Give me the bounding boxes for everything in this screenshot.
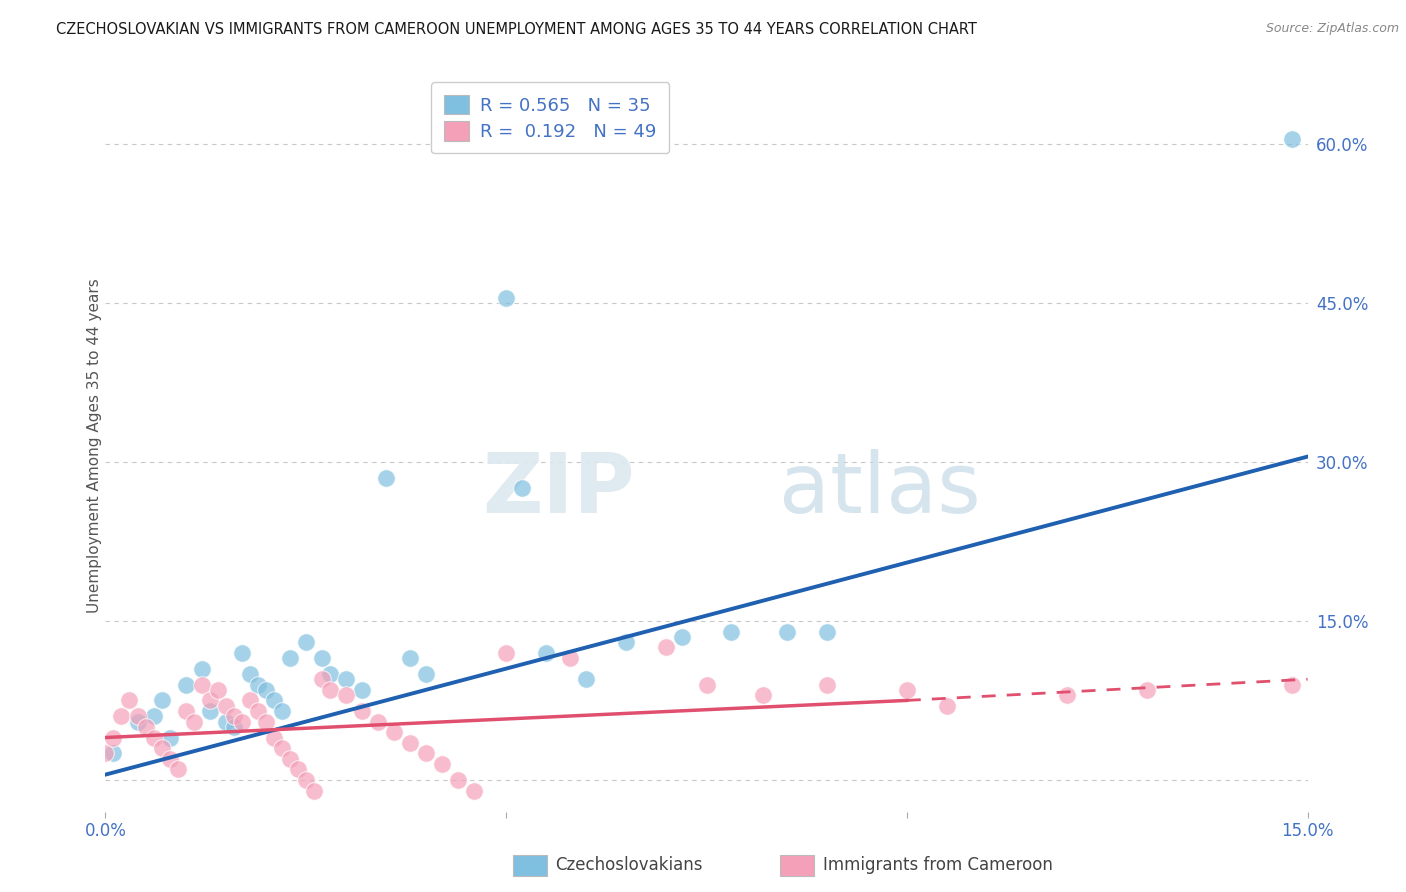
Point bbox=[150, 741, 173, 756]
Point bbox=[118, 693, 141, 707]
Text: CZECHOSLOVAKIAN VS IMMIGRANTS FROM CAMEROON UNEMPLOYMENT AMONG AGES 35 TO 44 YEA: CZECHOSLOVAKIAN VS IMMIGRANTS FROM CAMER… bbox=[56, 22, 977, 37]
Point bbox=[263, 693, 285, 707]
Point bbox=[671, 630, 693, 644]
Point bbox=[150, 693, 173, 707]
Point bbox=[560, 651, 582, 665]
Point bbox=[103, 747, 125, 761]
Point bbox=[142, 709, 165, 723]
Point bbox=[936, 698, 959, 713]
Point bbox=[415, 667, 437, 681]
Point bbox=[214, 698, 236, 713]
Point bbox=[222, 720, 245, 734]
Y-axis label: Unemployment Among Ages 35 to 44 years: Unemployment Among Ages 35 to 44 years bbox=[87, 278, 101, 614]
Point bbox=[135, 720, 157, 734]
Point bbox=[278, 752, 301, 766]
Point bbox=[207, 682, 229, 697]
Point bbox=[222, 709, 245, 723]
Point bbox=[447, 772, 470, 787]
Point bbox=[231, 714, 253, 729]
Point bbox=[183, 714, 205, 729]
Point bbox=[616, 635, 638, 649]
Point bbox=[1281, 677, 1303, 691]
Point bbox=[127, 709, 149, 723]
Point bbox=[815, 624, 838, 639]
Point bbox=[174, 677, 197, 691]
Point bbox=[166, 762, 188, 776]
Text: atlas: atlas bbox=[779, 450, 980, 531]
Point bbox=[239, 693, 262, 707]
Point bbox=[575, 672, 598, 686]
Point bbox=[319, 667, 342, 681]
Point bbox=[399, 736, 422, 750]
Point bbox=[776, 624, 799, 639]
Point bbox=[350, 682, 373, 697]
Point bbox=[295, 635, 318, 649]
Point bbox=[430, 757, 453, 772]
Text: Czechoslovakians: Czechoslovakians bbox=[555, 856, 703, 874]
Point bbox=[335, 688, 357, 702]
Point bbox=[246, 704, 269, 718]
Point bbox=[127, 714, 149, 729]
Point bbox=[696, 677, 718, 691]
Point bbox=[302, 783, 325, 797]
Point bbox=[246, 677, 269, 691]
Point bbox=[287, 762, 309, 776]
Point bbox=[335, 672, 357, 686]
Legend: R = 0.565   N = 35, R =  0.192   N = 49: R = 0.565 N = 35, R = 0.192 N = 49 bbox=[432, 82, 669, 153]
Point bbox=[198, 693, 221, 707]
Point bbox=[231, 646, 253, 660]
Point bbox=[751, 688, 773, 702]
Point bbox=[270, 704, 292, 718]
Point bbox=[1281, 131, 1303, 145]
Point bbox=[510, 482, 533, 496]
Point bbox=[399, 651, 422, 665]
Point bbox=[263, 731, 285, 745]
Point bbox=[350, 704, 373, 718]
Point bbox=[1056, 688, 1078, 702]
Point bbox=[110, 709, 132, 723]
Point bbox=[103, 731, 125, 745]
Point bbox=[142, 731, 165, 745]
Point bbox=[495, 646, 517, 660]
Point bbox=[190, 677, 212, 691]
Point bbox=[495, 291, 517, 305]
Point bbox=[896, 682, 918, 697]
Point bbox=[254, 682, 277, 697]
Point bbox=[311, 672, 333, 686]
Point bbox=[94, 747, 117, 761]
Point bbox=[720, 624, 742, 639]
Point bbox=[415, 747, 437, 761]
Point bbox=[815, 677, 838, 691]
Point bbox=[319, 682, 342, 697]
Point bbox=[190, 662, 212, 676]
Point bbox=[278, 651, 301, 665]
Text: Source: ZipAtlas.com: Source: ZipAtlas.com bbox=[1265, 22, 1399, 36]
Point bbox=[214, 714, 236, 729]
Point bbox=[382, 725, 405, 739]
Point bbox=[655, 640, 678, 655]
Text: Immigrants from Cameroon: Immigrants from Cameroon bbox=[823, 856, 1052, 874]
Point bbox=[239, 667, 262, 681]
Point bbox=[1136, 682, 1159, 697]
Point bbox=[254, 714, 277, 729]
Text: ZIP: ZIP bbox=[482, 450, 634, 531]
Point bbox=[198, 704, 221, 718]
Point bbox=[159, 752, 181, 766]
Point bbox=[159, 731, 181, 745]
Point bbox=[534, 646, 557, 660]
Point bbox=[463, 783, 485, 797]
Point bbox=[367, 714, 389, 729]
Point bbox=[311, 651, 333, 665]
Point bbox=[270, 741, 292, 756]
Point bbox=[174, 704, 197, 718]
Point bbox=[295, 772, 318, 787]
Point bbox=[374, 471, 398, 485]
